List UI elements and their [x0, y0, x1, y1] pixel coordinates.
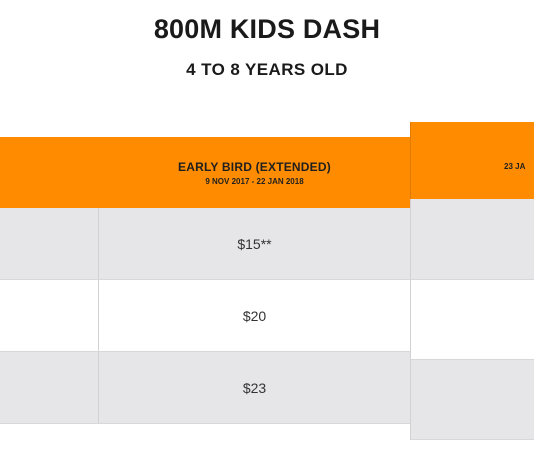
table-row	[410, 360, 534, 440]
cell-divider	[98, 208, 99, 279]
next-column-header-label: 23 JA	[504, 162, 526, 171]
table-row: $15**	[0, 208, 410, 280]
cell-divider	[98, 280, 99, 351]
table-row: $20	[0, 280, 410, 352]
cell-divider	[98, 352, 99, 423]
column-header-dates: 9 NOV 2017 - 22 JAN 2018	[205, 176, 304, 186]
page-title: 800M KIDS DASH	[153, 14, 381, 44]
price-cell: $15**	[237, 235, 272, 252]
table-header-row: EARLY BIRD (EXTENDED) 9 NOV 2017 - 22 JA…	[0, 137, 410, 208]
table-row: $23	[0, 352, 410, 424]
next-table-header: 23 JA	[410, 122, 534, 199]
price-cell: $23	[242, 379, 267, 396]
table-row	[410, 280, 534, 360]
column-header-label: EARLY BIRD (EXTENDED)	[178, 159, 331, 174]
page-subtitle: 4 TO 8 YEARS OLD	[186, 60, 348, 79]
table-row	[410, 199, 534, 280]
early-bird-column-header: EARLY BIRD (EXTENDED) 9 NOV 2017 - 22 JA…	[99, 137, 410, 208]
price-cell: $20	[242, 307, 267, 324]
